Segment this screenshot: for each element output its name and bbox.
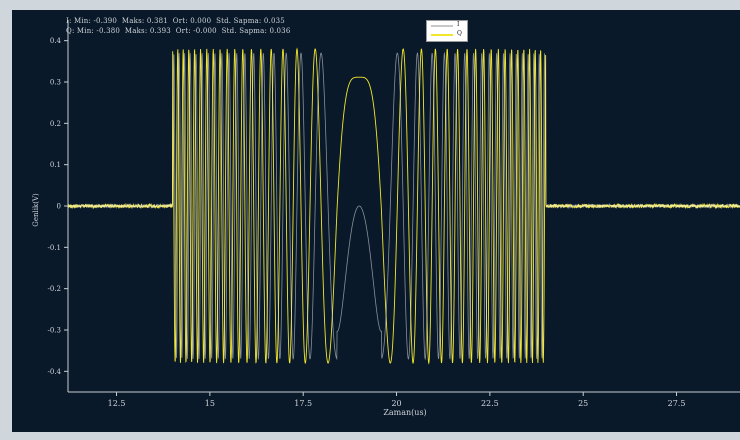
x-tick-label: 20 (391, 399, 401, 408)
stats-line-q: Q: Min: -0.380 Maks: 0.393 Ort: -0.000 S… (66, 27, 291, 35)
x-axis-label: Zaman(us) (383, 408, 426, 417)
y-tick-label: 0.1 (50, 161, 61, 169)
y-tick-label: 0.3 (50, 79, 61, 87)
series-i-line (67, 51, 740, 361)
stats-line-i: I: Min: -0.390 Maks: 0.381 Ort: 0.000 St… (66, 17, 285, 25)
legend-label-i: I (457, 21, 460, 28)
y-tick-label: 0.4 (50, 37, 62, 45)
y-tick-label: 0 (57, 203, 61, 211)
x-tick-label: 25 (578, 399, 588, 408)
x-tick-label: 12.5 (108, 399, 126, 408)
x-tick-label: 27.5 (668, 399, 686, 408)
y-tick-label: 0.2 (50, 120, 61, 128)
x-tick-label: 22.5 (481, 399, 499, 408)
x-ticks: 12.5 15 17.5 20 22.5 25 27.5 (108, 392, 686, 408)
legend: I Q (426, 20, 468, 42)
legend-label-q: Q (457, 30, 462, 37)
y-tick-label: -0.1 (48, 244, 62, 252)
legend-item-q: Q (431, 30, 467, 39)
legend-swatch-i (431, 25, 453, 27)
y-tick-label: -0.4 (48, 368, 62, 376)
y-tick-label: -0.2 (48, 285, 62, 293)
legend-swatch-q (431, 34, 453, 36)
y-ticks: 0.4 0.3 0.2 0.1 0 -0.1 -0.2 -0.3 -0.4 (48, 37, 68, 376)
plot-panel (12, 10, 740, 432)
x-tick-label: 17.5 (294, 399, 312, 408)
y-tick-label: -0.3 (48, 327, 62, 335)
legend-item-i: I (431, 21, 467, 30)
x-tick-label: 15 (205, 399, 215, 408)
plot-area (67, 47, 740, 365)
y-axis-label: Genlik(V) (32, 193, 40, 227)
